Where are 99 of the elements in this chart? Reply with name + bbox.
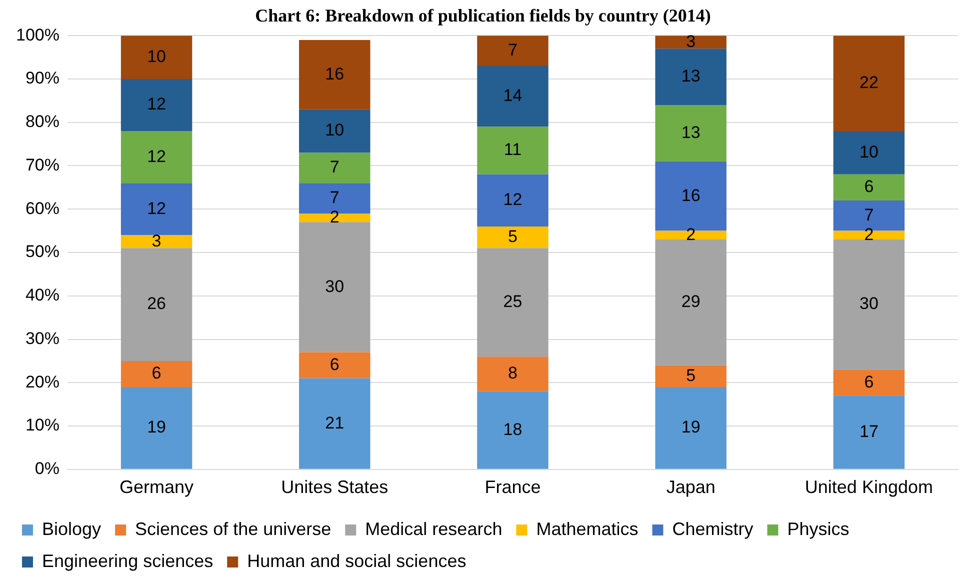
bar xyxy=(833,239,905,370)
bar xyxy=(833,396,905,469)
data-label: 30 xyxy=(325,276,344,296)
data-label: 6 xyxy=(152,364,162,383)
bar xyxy=(299,40,370,110)
data-label: 10 xyxy=(859,142,878,162)
bar xyxy=(655,36,726,49)
bar xyxy=(833,370,905,396)
data-label: 12 xyxy=(503,190,522,210)
bar xyxy=(299,152,370,184)
data-label: 12 xyxy=(147,146,166,166)
data-label: 14 xyxy=(503,86,522,106)
data-label: 7 xyxy=(508,40,518,60)
bar xyxy=(477,36,548,66)
data-label: 19 xyxy=(147,418,166,437)
bar xyxy=(120,131,192,184)
bar xyxy=(299,109,370,153)
legend-label: Engineering sciences xyxy=(42,550,214,571)
bar xyxy=(120,183,192,236)
y-tick-label: 50% xyxy=(25,242,60,262)
bar xyxy=(477,248,548,357)
bar xyxy=(120,360,192,387)
data-label: 16 xyxy=(325,64,344,84)
x-tick-label: United Kingdom xyxy=(804,477,933,498)
data-label: 17 xyxy=(859,422,878,441)
data-label: 29 xyxy=(681,292,700,312)
bar xyxy=(299,222,370,352)
data-label: 7 xyxy=(330,158,340,177)
data-label: 10 xyxy=(325,120,344,140)
bar xyxy=(655,105,726,162)
data-label: 13 xyxy=(681,66,700,86)
y-tick-label: 70% xyxy=(25,155,60,174)
x-tick-label: Japan xyxy=(666,477,716,498)
data-label: 7 xyxy=(330,188,340,207)
data-label: 6 xyxy=(864,177,874,196)
bar xyxy=(655,386,726,469)
legend-label: Sciences of the universe xyxy=(135,518,332,539)
bar xyxy=(655,365,726,387)
legend-label: Mathematics xyxy=(536,518,638,539)
bar xyxy=(833,36,905,132)
bar xyxy=(477,391,548,469)
bar xyxy=(655,239,726,366)
bar xyxy=(477,66,548,127)
data-label: 10 xyxy=(147,46,166,66)
y-tick-label: 10% xyxy=(25,416,60,435)
data-label: 13 xyxy=(681,122,700,142)
data-label: 5 xyxy=(686,366,696,385)
data-label: 21 xyxy=(325,413,344,432)
y-tick-label: 30% xyxy=(25,328,60,348)
bar xyxy=(299,378,370,469)
y-tick-label: 20% xyxy=(25,372,60,392)
bar xyxy=(477,174,548,226)
data-label: 2 xyxy=(686,224,696,244)
x-tick-label: Unites States xyxy=(281,477,388,498)
y-tick-label: 40% xyxy=(25,286,60,305)
bar xyxy=(477,226,548,248)
data-label: 5 xyxy=(508,227,518,246)
data-label: 11 xyxy=(504,140,522,160)
legend-label: Chemistry xyxy=(672,518,754,539)
y-tick-label: 0% xyxy=(34,459,60,478)
legend-label: Human and social sciences xyxy=(247,550,466,571)
legend-label: Medical research xyxy=(365,518,502,539)
data-label: 6 xyxy=(864,372,874,392)
data-label: 12 xyxy=(147,198,166,218)
bar xyxy=(477,356,548,392)
bar xyxy=(120,235,192,248)
bar xyxy=(299,352,370,378)
y-tick-label: 60% xyxy=(25,198,60,218)
x-tick-label: France xyxy=(484,477,541,498)
chart-title: Chart 6: Breakdown of publication fields by country (2014) xyxy=(255,5,711,26)
data-label: 3 xyxy=(686,32,696,51)
legend-label: Biology xyxy=(42,518,102,539)
data-label: 12 xyxy=(147,94,166,114)
data-label: 30 xyxy=(859,294,878,314)
data-label: 22 xyxy=(859,73,878,92)
bar xyxy=(833,131,905,174)
data-label: 2 xyxy=(330,207,340,226)
data-label: 6 xyxy=(330,354,340,374)
data-label: 7 xyxy=(864,205,874,224)
data-label: 26 xyxy=(147,294,166,314)
legend-label: Physics xyxy=(787,518,850,539)
data-label: 19 xyxy=(681,418,700,437)
x-tick-label: Germany xyxy=(120,477,194,498)
y-tick-label: 90% xyxy=(25,68,60,88)
data-label: 16 xyxy=(681,186,700,205)
data-label: 2 xyxy=(864,224,874,244)
bar xyxy=(120,78,192,132)
data-label: 3 xyxy=(152,231,162,250)
y-tick-label: 80% xyxy=(25,112,60,132)
bar xyxy=(120,36,192,79)
y-tick-label: 100% xyxy=(16,25,60,44)
data-label: 8 xyxy=(508,364,518,383)
bar xyxy=(477,126,548,174)
bar xyxy=(655,48,726,106)
data-label: 18 xyxy=(503,420,522,439)
bar xyxy=(833,174,905,200)
bar xyxy=(120,386,192,469)
bar xyxy=(120,248,192,361)
data-label: 25 xyxy=(503,292,522,312)
